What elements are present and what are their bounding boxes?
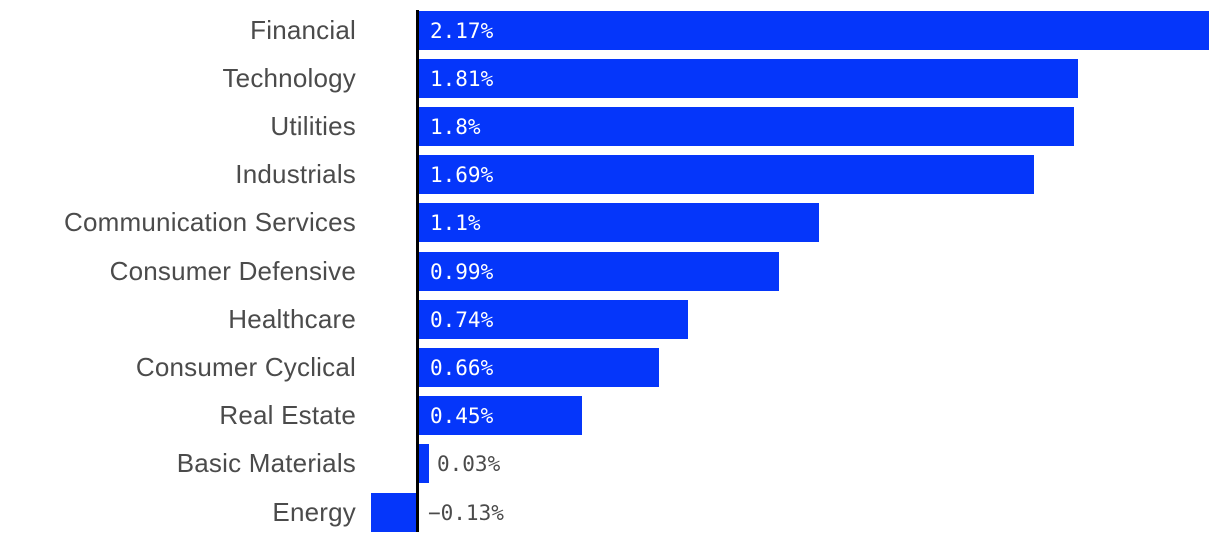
value-label-consumer-defensive: 0.99% <box>430 259 494 284</box>
bar-industrials[interactable] <box>418 155 1034 195</box>
value-label-technology: 1.81% <box>430 66 494 91</box>
value-label-basic-materials: 0.03% <box>437 452 501 477</box>
bar-basic-materials[interactable] <box>418 444 429 484</box>
category-label-financial: Financial <box>250 14 356 45</box>
bar-consumer-cyclical[interactable] <box>418 347 659 387</box>
value-label-energy: −0.13% <box>428 500 504 525</box>
value-label-financial: 2.17% <box>430 18 494 43</box>
bar-energy[interactable] <box>371 492 418 532</box>
value-label-consumer-cyclical: 0.66% <box>430 355 494 380</box>
bar-communication-services[interactable] <box>418 203 819 243</box>
category-label-real-estate: Real Estate <box>219 400 356 431</box>
category-label-consumer-defensive: Consumer Defensive <box>109 255 356 286</box>
bar-utilities[interactable] <box>418 106 1074 146</box>
category-label-basic-materials: Basic Materials <box>176 448 356 479</box>
bar-consumer-defensive[interactable] <box>418 251 779 291</box>
value-label-utilities: 1.8% <box>430 114 481 139</box>
category-label-communication-services: Communication Services <box>64 207 356 238</box>
category-label-utilities: Utilities <box>270 110 356 141</box>
zero-baseline-axis <box>416 10 419 532</box>
value-label-communication-services: 1.1% <box>430 211 481 236</box>
category-label-energy: Energy <box>272 496 356 527</box>
category-label-healthcare: Healthcare <box>228 303 356 334</box>
value-label-healthcare: 0.74% <box>430 307 494 332</box>
category-label-industrials: Industrials <box>235 159 356 190</box>
bar-healthcare[interactable] <box>418 299 688 339</box>
bar-technology[interactable] <box>418 58 1078 98</box>
category-label-consumer-cyclical: Consumer Cyclical <box>135 351 356 382</box>
value-label-real-estate: 0.45% <box>430 404 494 429</box>
bar-financial[interactable] <box>418 10 1209 50</box>
value-label-industrials: 1.69% <box>430 163 494 188</box>
category-label-technology: Technology <box>222 62 356 93</box>
bar-real-estate[interactable] <box>418 396 582 436</box>
